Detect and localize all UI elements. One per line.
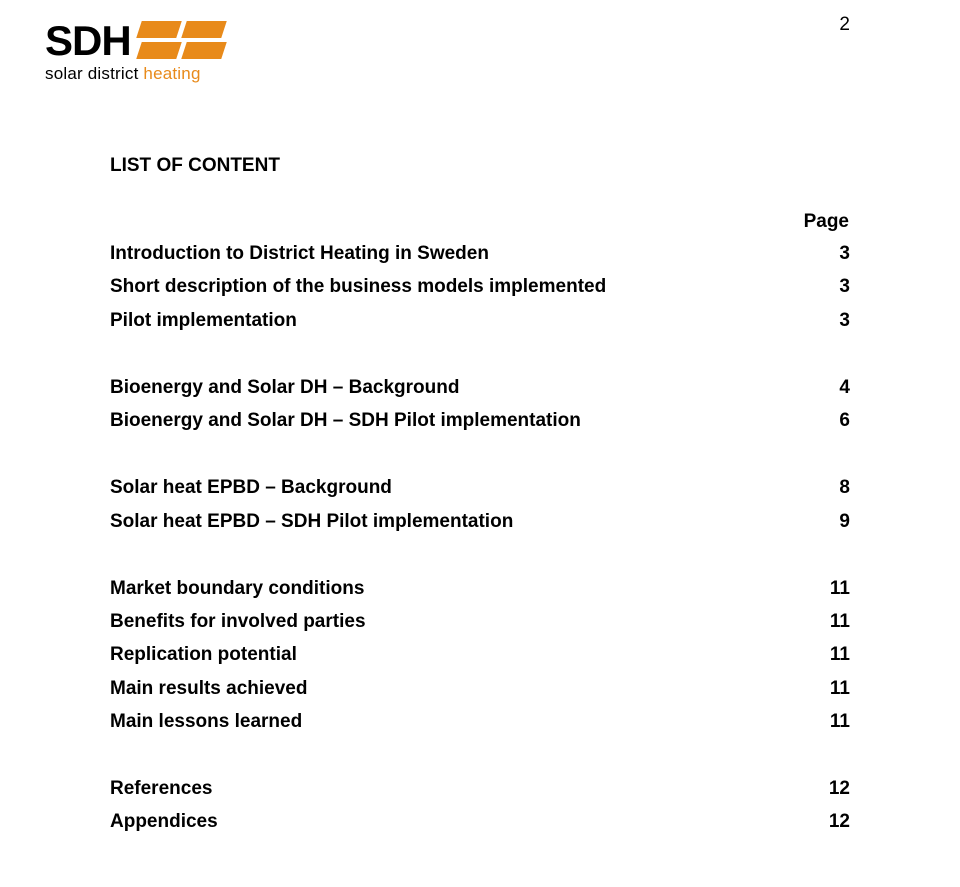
toc-row: Main results achieved11 — [110, 672, 850, 705]
logo-square-icon — [181, 42, 227, 59]
toc-group: References12Appendices12 — [110, 772, 850, 839]
toc-row: Main lessons learned11 — [110, 705, 850, 738]
toc-entry-page: 9 — [820, 505, 850, 538]
toc-entry-title: References — [110, 772, 820, 805]
toc-entry-title: Appendices — [110, 805, 820, 838]
toc-entry-title: Replication potential — [110, 638, 820, 671]
toc-group: Solar heat EPBD – Background8Solar heat … — [110, 471, 850, 538]
toc-entry-page: 12 — [820, 805, 850, 838]
page-number: 2 — [839, 14, 850, 36]
toc-entry-page: 6 — [820, 404, 850, 437]
toc-row: Solar heat EPBD – SDH Pilot implementati… — [110, 505, 850, 538]
toc-entry-title: Main results achieved — [110, 672, 820, 705]
toc-row: Short description of the business models… — [110, 270, 850, 303]
toc-entry-page: 4 — [820, 371, 850, 404]
sdh-logo: SDH solar district heating — [45, 20, 265, 84]
logo-square-icon — [181, 21, 227, 38]
toc-heading: LIST OF CONTENT — [110, 155, 850, 177]
toc-entry-title: Benefits for involved parties — [110, 605, 820, 638]
toc-entry-title: Bioenergy and Solar DH – SDH Pilot imple… — [110, 404, 820, 437]
document-page: 2 SDH solar district heating LIST OF CON… — [0, 0, 960, 887]
toc-entry-page: 3 — [820, 237, 850, 270]
logo-main-text: SDH — [45, 20, 131, 62]
page-column-label: Page — [110, 211, 850, 233]
toc-entry-page: 11 — [820, 672, 850, 705]
toc-entry-page: 8 — [820, 471, 850, 504]
toc-row: Appendices12 — [110, 805, 850, 838]
toc-row: Bioenergy and Solar DH – Background4 — [110, 371, 850, 404]
toc-entry-page: 11 — [820, 572, 850, 605]
toc-entry-page: 3 — [820, 304, 850, 337]
toc-row: Pilot implementation3 — [110, 304, 850, 337]
toc-entry-page: 11 — [820, 638, 850, 671]
logo-squares-icon — [139, 21, 224, 59]
toc-row: Bioenergy and Solar DH – SDH Pilot imple… — [110, 404, 850, 437]
toc-entry-title: Solar heat EPBD – SDH Pilot implementati… — [110, 505, 820, 538]
toc-entry-page: 11 — [820, 705, 850, 738]
toc-entry-title: Market boundary conditions — [110, 572, 820, 605]
logo-top-row: SDH — [45, 20, 265, 62]
toc-entry-page: 3 — [820, 270, 850, 303]
toc-entry-title: Introduction to District Heating in Swed… — [110, 237, 820, 270]
toc-entry-page: 12 — [820, 772, 850, 805]
logo-subtitle: solar district heating — [45, 64, 265, 84]
toc-entry-title: Pilot implementation — [110, 304, 820, 337]
logo-square-icon — [136, 42, 182, 59]
toc-entry-page: 11 — [820, 605, 850, 638]
toc-entry-title: Main lessons learned — [110, 705, 820, 738]
toc-groups: Introduction to District Heating in Swed… — [110, 237, 850, 839]
toc-row: Replication potential11 — [110, 638, 850, 671]
logo-square-icon — [136, 21, 182, 38]
toc-group: Market boundary conditions11Benefits for… — [110, 572, 850, 738]
toc-entry-title: Bioenergy and Solar DH – Background — [110, 371, 820, 404]
toc-entry-title: Short description of the business models… — [110, 270, 820, 303]
logo-sub-prefix: solar district — [45, 64, 143, 83]
toc-group: Introduction to District Heating in Swed… — [110, 237, 850, 337]
toc-row: Solar heat EPBD – Background8 — [110, 471, 850, 504]
toc-row: Benefits for involved parties11 — [110, 605, 850, 638]
toc-row: Introduction to District Heating in Swed… — [110, 237, 850, 270]
toc-entry-title: Solar heat EPBD – Background — [110, 471, 820, 504]
toc-content: LIST OF CONTENT Page Introduction to Dis… — [110, 155, 850, 839]
logo-sub-accent: heating — [143, 64, 200, 83]
toc-row: References12 — [110, 772, 850, 805]
toc-group: Bioenergy and Solar DH – Background4Bioe… — [110, 371, 850, 438]
toc-row: Market boundary conditions11 — [110, 572, 850, 605]
